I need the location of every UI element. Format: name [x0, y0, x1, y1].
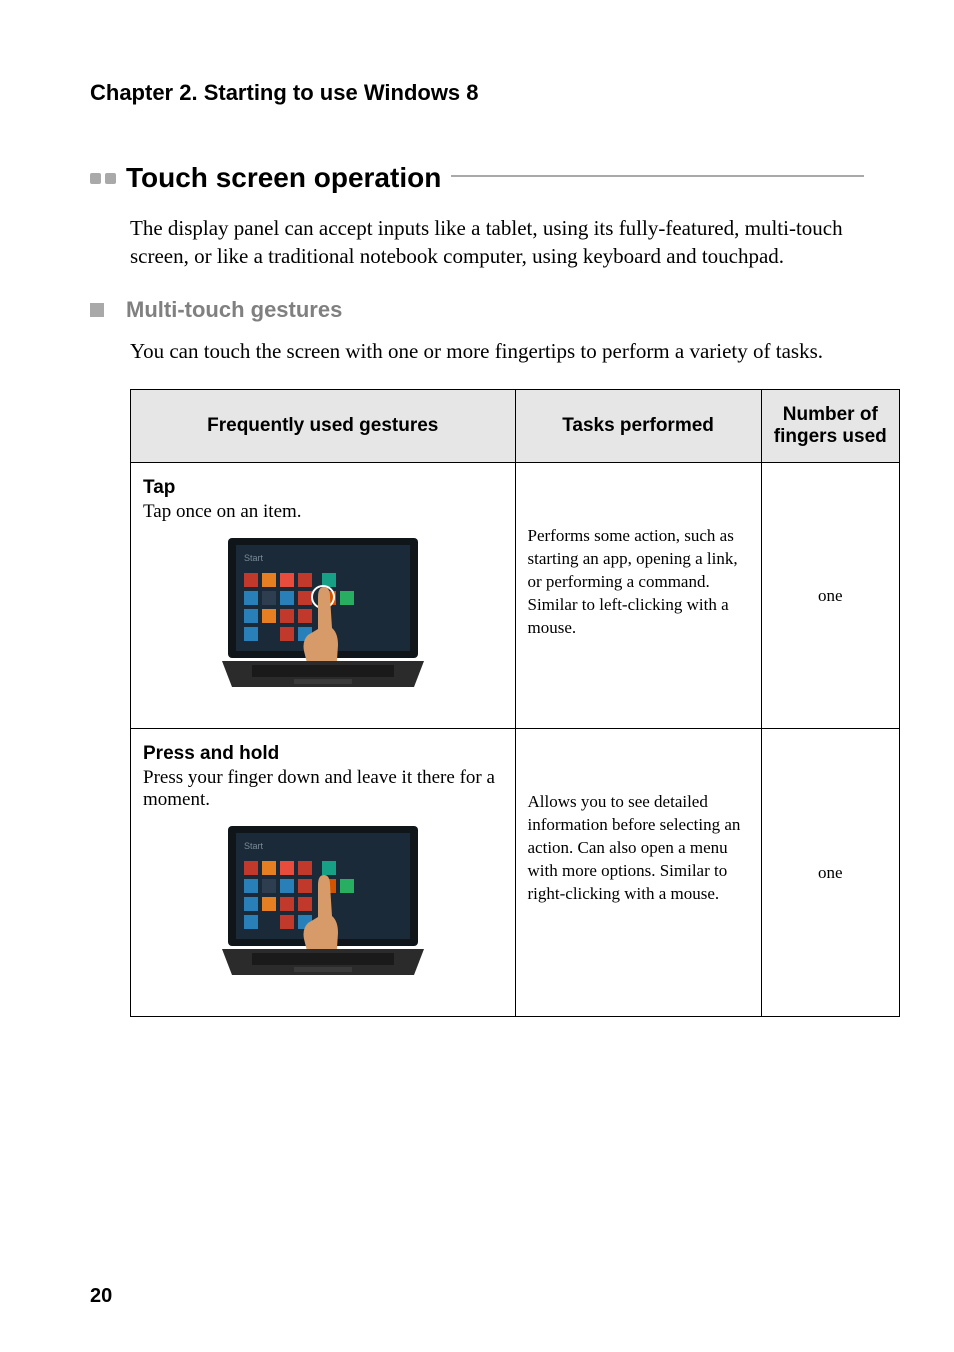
col-header-tasks: Tasks performed — [515, 390, 761, 463]
tasks-text: Allows you to see detailed information b… — [528, 743, 749, 906]
subsection-intro-text: You can touch the screen with one or mor… — [130, 337, 864, 365]
col-header-gestures: Frequently used gestures — [131, 390, 516, 463]
section-rule-line — [451, 175, 864, 177]
col-header-fingers: Number of fingers used — [761, 390, 899, 463]
fingers-count: one — [761, 463, 899, 729]
table-row: Press and hold Press your finger down an… — [131, 729, 900, 1017]
square-bullet-icon — [90, 303, 104, 317]
table-row: Tap Tap once on an item. Start — [131, 463, 900, 729]
start-label: Start — [244, 841, 264, 851]
subsection-heading-row: Multi-touch gestures — [90, 297, 864, 323]
section-heading-row: Touch screen operation — [90, 162, 864, 194]
fingers-count: one — [761, 729, 899, 1017]
gesture-illustration: Start — [218, 821, 428, 996]
section-bullet-dots — [90, 173, 116, 184]
tasks-text: Performs some action, such as starting a… — [528, 477, 749, 640]
gesture-illustration: Start — [218, 533, 428, 708]
chapter-title: Chapter 2. Starting to use Windows 8 — [90, 80, 864, 106]
dot-icon — [105, 173, 116, 184]
section-title: Touch screen operation — [126, 162, 441, 194]
gesture-desc: Tap once on an item. — [143, 501, 503, 523]
gestures-table: Frequently used gestures Tasks performed… — [130, 389, 900, 1017]
subsection-title: Multi-touch gestures — [126, 297, 342, 323]
page-number: 20 — [90, 1285, 112, 1308]
section-intro-text: The display panel can accept inputs like… — [130, 214, 864, 271]
dot-icon — [90, 173, 101, 184]
gesture-title: Tap — [143, 477, 503, 499]
gesture-title: Press and hold — [143, 743, 503, 765]
start-label: Start — [244, 553, 264, 563]
gesture-desc: Press your finger down and leave it ther… — [143, 767, 503, 811]
